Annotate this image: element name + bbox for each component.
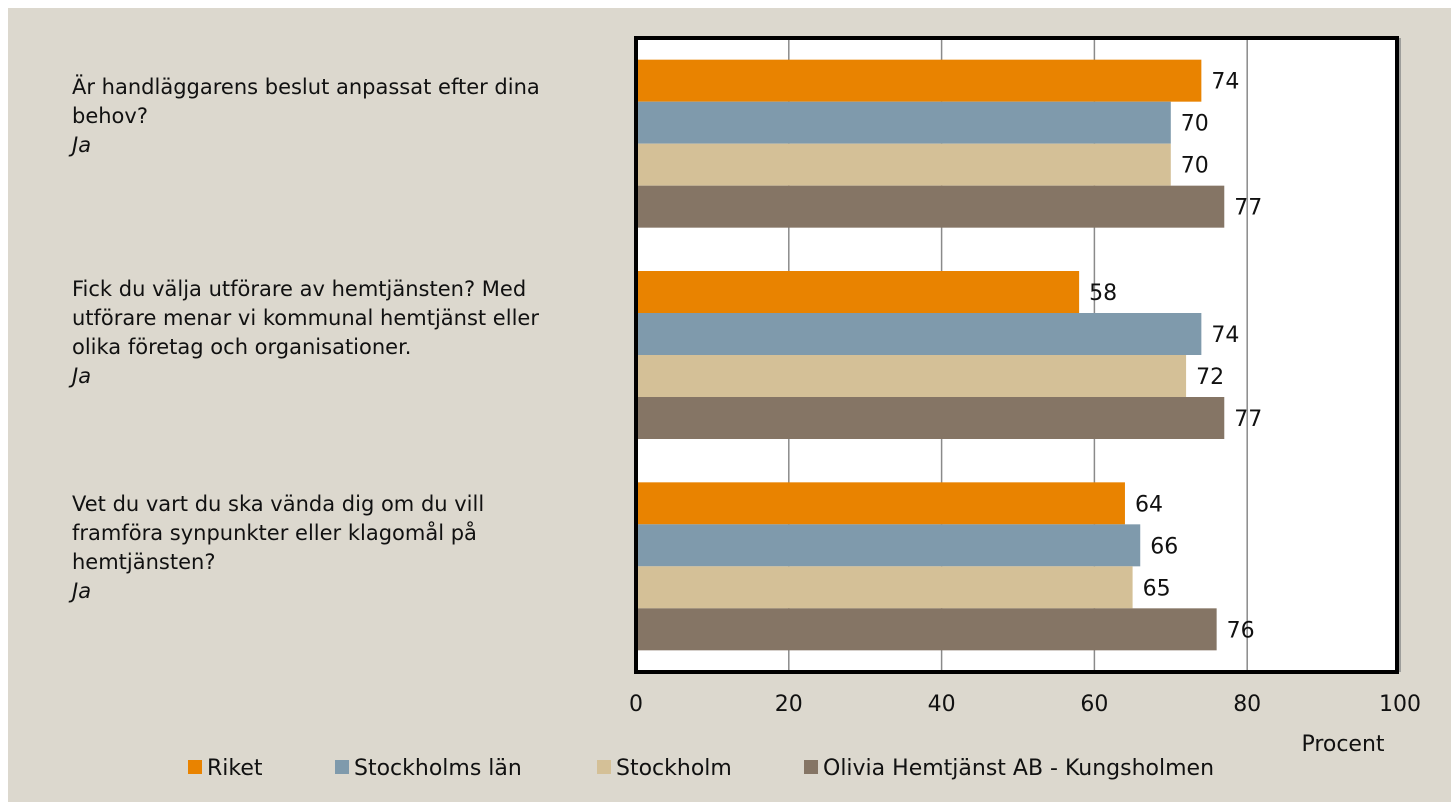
legend-swatch bbox=[804, 760, 818, 774]
bar bbox=[636, 185, 1225, 228]
value-label: 70 bbox=[1181, 154, 1209, 179]
value-label: 74 bbox=[1211, 323, 1239, 348]
legend-swatch bbox=[335, 760, 349, 774]
bar bbox=[636, 271, 1080, 313]
x-axis-label: Procent bbox=[1301, 732, 1384, 757]
bar bbox=[636, 524, 1141, 567]
bar bbox=[636, 313, 1202, 355]
x-tick-label: 60 bbox=[1080, 692, 1108, 717]
value-label: 77 bbox=[1234, 407, 1262, 432]
bar bbox=[636, 608, 1217, 651]
category-label: Fick du välja utförare av hemtjänsten? M… bbox=[72, 275, 542, 391]
legend-swatch bbox=[188, 760, 202, 774]
chart: Procent 0 20 40 60 80 100 74 70 70 77 58 74 72 77 64 66… bbox=[8, 8, 1451, 802]
x-tick-label: 100 bbox=[1379, 692, 1421, 717]
category-label: Vet du vart du ska vända dig om du vill … bbox=[72, 490, 542, 606]
value-label: 65 bbox=[1143, 576, 1171, 601]
value-label: 77 bbox=[1234, 196, 1262, 221]
category-sublabel: Ja bbox=[72, 132, 92, 157]
category-text: Fick du välja utförare av hemtjänsten? M… bbox=[72, 277, 539, 359]
x-tick-label: 20 bbox=[775, 692, 803, 717]
value-label: 74 bbox=[1211, 70, 1239, 95]
value-label: 70 bbox=[1181, 112, 1209, 137]
category-sublabel: Ja bbox=[72, 579, 92, 604]
bar bbox=[636, 101, 1171, 144]
value-label: 64 bbox=[1135, 492, 1163, 517]
legend-label: Olivia Hemtjänst AB - Kungsholmen bbox=[823, 756, 1214, 781]
category-text: Vet du vart du ska vända dig om du vill … bbox=[72, 492, 485, 575]
value-label: 58 bbox=[1089, 281, 1117, 306]
category-sublabel: Ja bbox=[72, 364, 92, 388]
legend-label: Stockholms län bbox=[354, 756, 522, 781]
x-tick-label: 80 bbox=[1233, 692, 1261, 717]
plot-border bbox=[634, 36, 1399, 674]
x-tick-label: 0 bbox=[629, 692, 643, 717]
bar bbox=[636, 355, 1187, 397]
category-label: Är handläggarens beslut anpassat efter d… bbox=[72, 73, 542, 160]
legend-label: Stockholm bbox=[616, 756, 732, 781]
bar bbox=[636, 143, 1171, 186]
value-label: 72 bbox=[1196, 365, 1224, 390]
legend-swatch bbox=[597, 760, 611, 774]
bar bbox=[636, 566, 1133, 609]
legend-label: Riket bbox=[207, 756, 263, 781]
chart-svg: Procent 0 20 40 60 80 10074707077587472776466… bbox=[188, 36, 1421, 781]
bar bbox=[636, 397, 1225, 439]
bar bbox=[636, 482, 1125, 525]
value-label: 66 bbox=[1150, 534, 1178, 559]
value-label: 76 bbox=[1227, 618, 1255, 643]
bar bbox=[636, 59, 1202, 102]
category-text: Är handläggarens beslut anpassat efter d… bbox=[72, 74, 540, 128]
x-tick-label: 40 bbox=[928, 692, 956, 717]
